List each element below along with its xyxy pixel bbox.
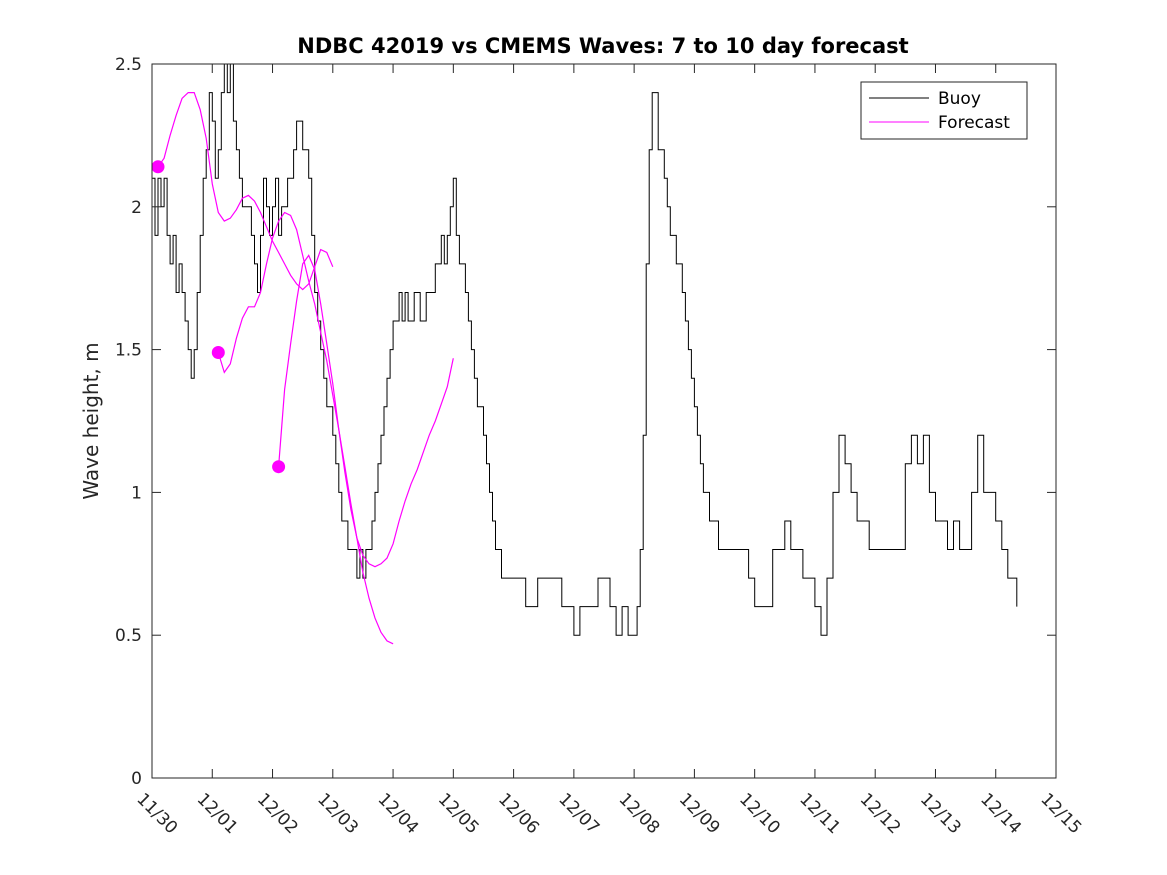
forecast-series-line-1: [157, 92, 334, 291]
legend: Buoy Forecast: [860, 81, 1028, 140]
plot-area-frame: [151, 63, 1057, 779]
forecast-start-marker-3: [272, 460, 286, 474]
y-tick-label: 0: [131, 769, 142, 789]
legend-forecast-label: Forecast: [938, 113, 1010, 133]
y-axis-title: Wave height, m: [79, 342, 103, 499]
y-tick-label: 2.5: [115, 55, 142, 75]
y-tick-label: 2: [131, 198, 142, 218]
legend-buoy-label: Buoy: [938, 89, 981, 109]
buoy-series-line: [152, 64, 1018, 636]
y-tick-label: 1.5: [115, 341, 142, 361]
chart-title: NDBC 42019 vs CMEMS Waves: 7 to 10 day f…: [297, 34, 908, 58]
y-tick-label: 0.5: [115, 626, 142, 646]
series-layer: [152, 64, 1018, 645]
forecast-series-line-3: [278, 254, 454, 568]
forecast-start-marker-1: [152, 160, 165, 174]
legend-box: [860, 81, 1028, 140]
forecast-start-marker-2: [211, 346, 225, 359]
forecast-series-line-2: [217, 211, 394, 645]
y-tick-label: 1: [131, 483, 142, 503]
